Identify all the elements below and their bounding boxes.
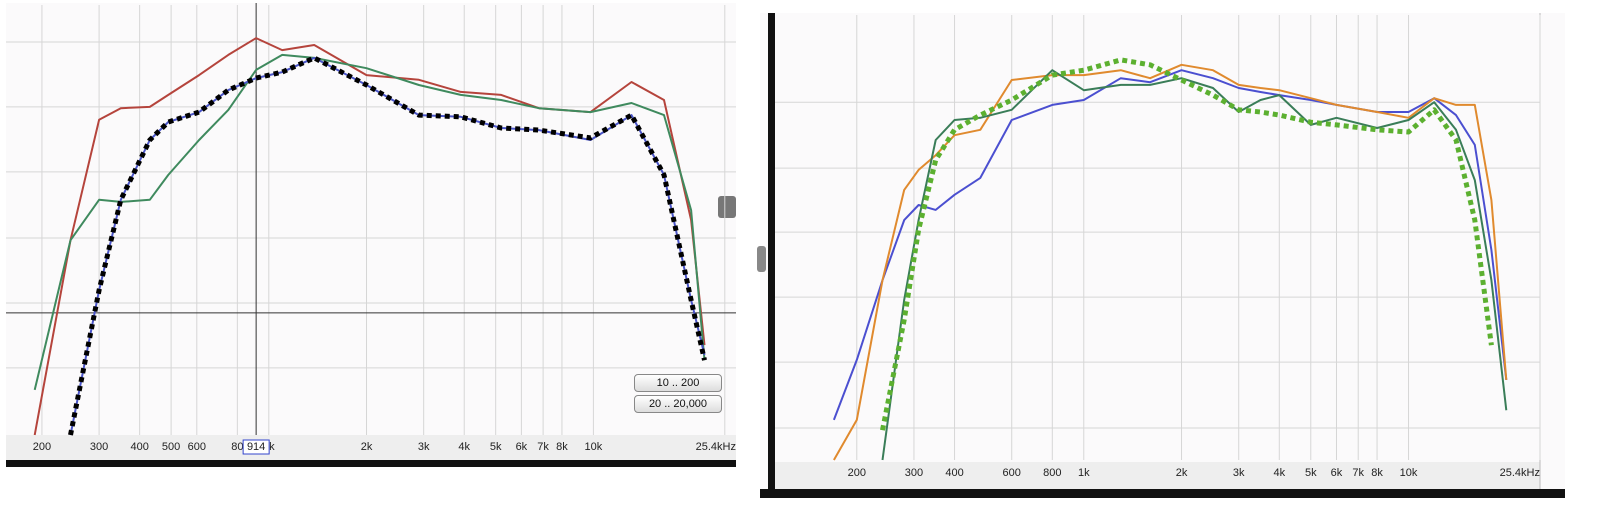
cursor-label: 914	[247, 441, 265, 453]
x-tick-label: 200	[848, 467, 866, 479]
x-tick-label: 3k	[418, 441, 430, 453]
x-tick-label: 2k	[361, 441, 373, 453]
right-left-bar	[768, 13, 775, 498]
cursor-label-box	[242, 439, 270, 455]
x-tick-label: 5k	[1305, 467, 1317, 479]
side-tab[interactable]	[718, 196, 736, 218]
x-tick-label: 600	[188, 441, 206, 453]
left-axis-band	[6, 435, 736, 460]
x-tick-label: 10k	[585, 441, 603, 453]
x-tick-label: 5k	[490, 441, 502, 453]
x-tick-label: 7k	[537, 441, 549, 453]
left-bottom-bar	[6, 460, 736, 467]
x-tick-label: 400	[130, 441, 148, 453]
right-axis-band	[775, 462, 1540, 489]
series-line	[881, 69, 1508, 461]
x-tick-label: 6k	[1331, 467, 1343, 479]
x-tick-label: 800	[1043, 467, 1061, 479]
right-panel	[760, 13, 1565, 498]
series-line	[33, 37, 706, 436]
x-tick-label: 300	[90, 441, 108, 453]
right-bottom-bar	[760, 489, 1565, 498]
right-handle[interactable]	[757, 246, 766, 272]
left-panel	[6, 3, 736, 460]
x-tick-label: 4k	[458, 441, 470, 453]
x-tick-label: 7k	[1352, 467, 1364, 479]
x-tick-label: 25.4kHz	[696, 441, 736, 453]
x-tick-label: 10k	[1400, 467, 1418, 479]
x-tick-label: 300	[905, 467, 923, 479]
x-tick-label: 600	[1003, 467, 1021, 479]
x-tick-label: 8k	[1371, 467, 1383, 479]
x-tick-label: 200	[33, 441, 51, 453]
x-tick-label: 8k	[556, 441, 568, 453]
x-tick-label: 2k	[1176, 467, 1188, 479]
range-button[interactable]: 20 .. 20,000	[634, 395, 722, 413]
x-tick-label: 500	[162, 441, 180, 453]
series-line	[833, 63, 1508, 461]
range-button[interactable]: 10 .. 200	[634, 374, 722, 392]
x-tick-label: 400	[945, 467, 963, 479]
x-tick-label: 25.4kHz	[1500, 467, 1540, 479]
x-tick-label: 1k	[1078, 467, 1090, 479]
x-tick-label: 4k	[1273, 467, 1285, 479]
series-line	[68, 55, 707, 436]
x-tick-label: 6k	[516, 441, 528, 453]
x-tick-label: 80	[231, 441, 243, 453]
x-tick-label: 3k	[1233, 467, 1245, 479]
